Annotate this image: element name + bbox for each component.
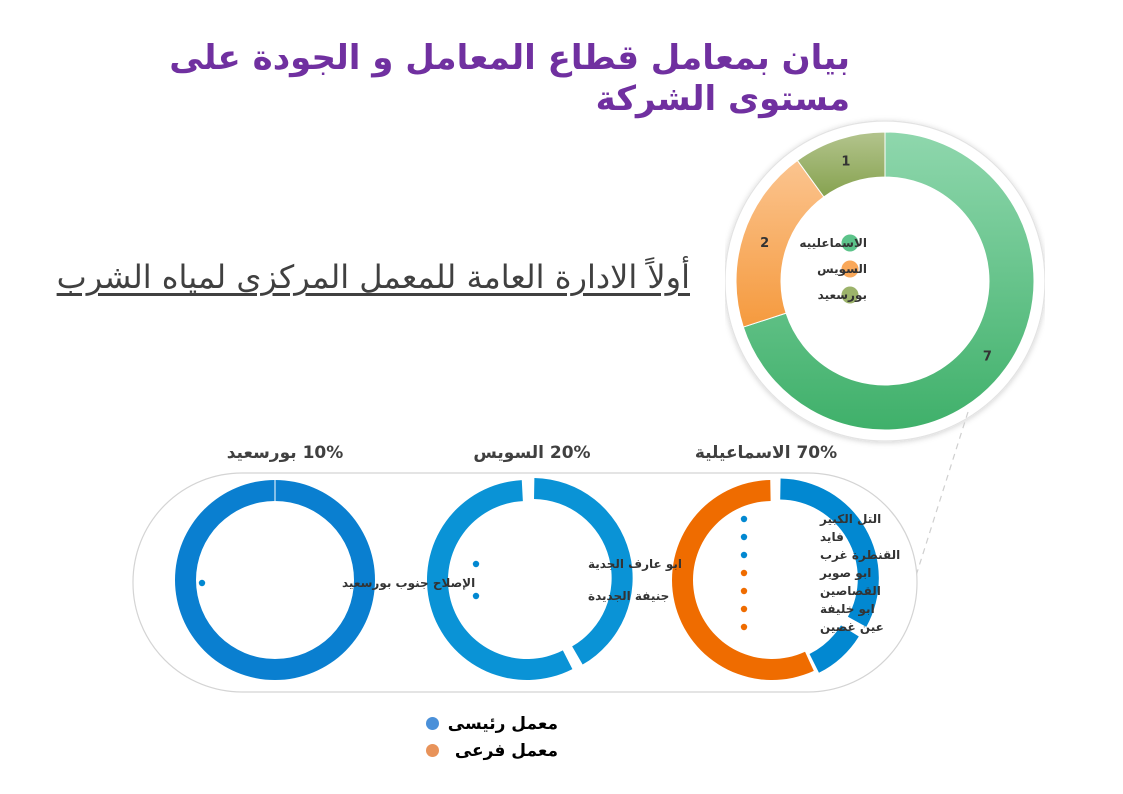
main-legend-swatch-ismailia	[840, 233, 860, 253]
labs-breakdown-panel: التل الكبير فايد القنطرة غرب ابو صوير القصاص…	[130, 470, 920, 695]
suez-main-arc-left	[426, 480, 573, 680]
portsaid-item-bullet	[198, 579, 206, 587]
ismailia-main-arc-upper	[780, 478, 879, 627]
main-legend-label-suez: السويس	[817, 262, 867, 277]
connector-line	[913, 411, 969, 583]
ismailia-item-bullet	[740, 587, 748, 595]
ismailia-main-arc-lower	[809, 625, 859, 673]
ismailia-item-label: فايد	[820, 530, 844, 544]
ismailia-item-label: التل الكبير	[819, 512, 881, 526]
ismailia-item-label: القنطرة غرب	[820, 548, 900, 562]
ismailia-branch-arc	[671, 480, 814, 680]
suez-main-arc-right	[534, 477, 633, 665]
lab-type-legend: معمل رئيسى معمل فرعى	[420, 712, 570, 766]
suez-percent-label: 20% السويس	[473, 443, 591, 463]
labs-breakdown-svg: التل الكبير فايد القنطرة غرب ابو صوير القصاص…	[132, 472, 918, 693]
ismailia-item-bullet	[740, 623, 748, 631]
suez-item-label: جنيفة الجديدة	[588, 589, 669, 603]
suez-item-label: ابو عارف الجدية	[588, 557, 682, 572]
legend-item-main-lab: معمل رئيسى	[420, 712, 570, 739]
suez-item-bullet	[472, 592, 480, 600]
ismailia-item-label: ابو صوير	[819, 566, 871, 581]
portsaid-item-label: الإصلاح جنوب بورسعيد	[342, 576, 475, 591]
main-legend-label-portsaid: بورسعيد	[818, 288, 867, 303]
section-subtitle: أولاً الادارة العامة للمعمل المركزى لميا…	[56, 258, 690, 296]
ismailia-item-bullet	[740, 605, 748, 613]
main-donut-slice-ismailia	[742, 131, 1035, 431]
portsaid-percent-label: 10% بورسعيد	[226, 443, 344, 463]
ismailia-item-label: ابو خليفة	[820, 602, 875, 617]
main-legend-swatch-suez	[840, 259, 860, 279]
ismailia-item-bullet	[740, 569, 748, 577]
legend-swatch-main	[426, 717, 439, 730]
main-donut-slice-portsaid	[796, 131, 886, 198]
ismailia-item-bullet	[740, 533, 748, 541]
ismailia-item-bullet	[740, 551, 748, 559]
suez-item-bullet	[472, 560, 480, 568]
main-legend-swatch-portsaid	[840, 285, 860, 305]
page-title: بيان بمعامل قطاع المعامل و الجودة على مس…	[169, 38, 850, 119]
main-donut-chart: 7 2 1 الاسماعلييه السويس بورسعيد	[724, 103, 1046, 453]
main-legend-label-ismailia: الاسماعلييه	[799, 236, 867, 250]
ismailia-item-label: عين غصين	[820, 620, 884, 634]
main-donut-svg: 7 2 1 الاسماعلييه السويس بورسعيد	[724, 120, 1046, 442]
main-donut-value-label-suez: 2	[760, 236, 769, 251]
labs-panel-frame	[132, 472, 918, 693]
legend-swatch-branch	[426, 744, 439, 757]
ismailia-item-bullet	[740, 515, 748, 523]
ismailia-item-label: القصاصين	[820, 584, 881, 598]
legend-item-branch-lab: معمل فرعى	[420, 739, 570, 766]
legend-label-main: معمل رئيسى	[447, 714, 558, 734]
legend-label-branch: معمل فرعى	[454, 741, 558, 761]
main-donut-value-label-ismailia: 7	[983, 349, 992, 364]
main-donut-value-label-portsaid: 1	[841, 155, 850, 170]
ismailia-percent-label: 70% الاسماعيلية	[694, 443, 838, 463]
